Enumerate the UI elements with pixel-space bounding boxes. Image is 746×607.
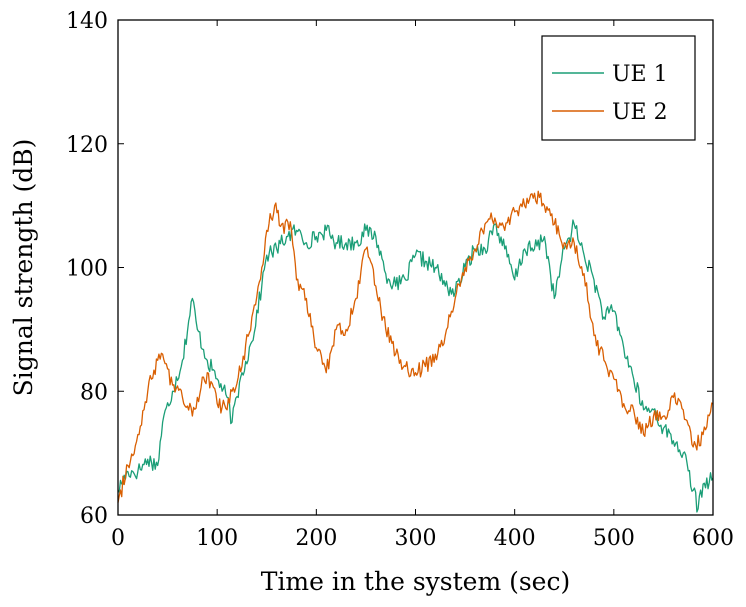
legend-label-ue1: UE 1 — [612, 62, 668, 87]
series-line-2 — [117, 190, 714, 503]
x-tick-label: 600 — [692, 526, 734, 551]
x-tick-label: 200 — [295, 526, 337, 551]
plot-frame — [117, 19, 714, 516]
x-tick-label: 300 — [395, 526, 437, 551]
legend-box — [541, 35, 696, 141]
series-line-1 — [117, 219, 714, 513]
x-tick-label: 400 — [494, 526, 536, 551]
y-tick-label: 80 — [80, 380, 108, 405]
x-axis-title: Time in the system (sec) — [261, 567, 570, 596]
x-tick-label: 500 — [593, 526, 635, 551]
legend-label-ue2: UE 2 — [612, 100, 668, 125]
y-tick-label: 120 — [66, 133, 108, 158]
x-tick-label: 100 — [196, 526, 238, 551]
y-tick-label: 100 — [66, 257, 108, 282]
y-tick-label: 60 — [80, 504, 108, 529]
axis-ticks: 0 100 200 300 400 500 600 60 80 100 120 140 — [66, 9, 734, 551]
y-tick-label: 140 — [66, 9, 108, 34]
y-axis-title: Signal strength (dB) — [9, 139, 38, 397]
legend: UE 1 UE 2 — [541, 35, 696, 141]
series-layer — [117, 190, 714, 513]
x-tick-label: 0 — [111, 526, 125, 551]
